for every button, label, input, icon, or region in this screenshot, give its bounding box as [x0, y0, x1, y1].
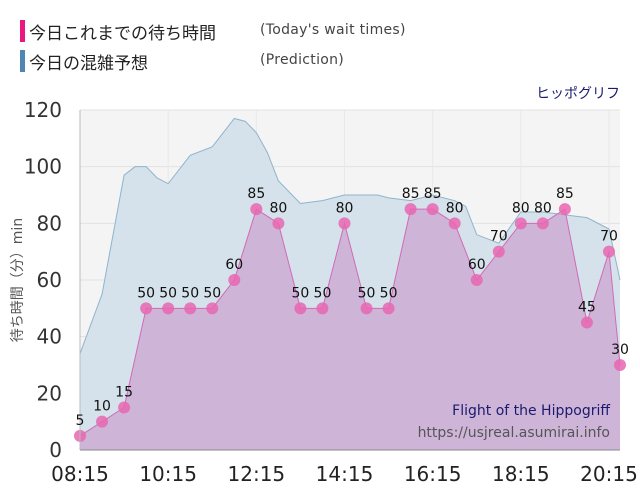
legend-item-prediction: 今日の混雑予想 (Prediction)	[8, 45, 448, 74]
data-label: 60	[468, 257, 486, 273]
data-point	[184, 302, 197, 315]
data-point	[602, 245, 615, 258]
data-label: 50	[181, 285, 199, 301]
actual-series	[74, 203, 626, 450]
y-tick-label: 100	[24, 155, 62, 179]
data-label: 50	[137, 285, 155, 301]
data-point	[614, 359, 626, 371]
data-point	[338, 217, 351, 230]
data-label: 85	[556, 186, 574, 202]
data-label: 15	[115, 385, 133, 401]
data-label: 45	[578, 300, 596, 316]
data-point	[580, 316, 593, 329]
data-label: 50	[358, 285, 376, 301]
y-tick-label: 20	[37, 381, 62, 405]
y-tick-label: 80	[37, 211, 62, 235]
data-label: 60	[225, 257, 243, 273]
data-label: 70	[490, 229, 508, 245]
data-label: 50	[291, 285, 309, 301]
prediction-line	[79, 117, 621, 354]
data-label: 80	[446, 200, 464, 216]
x-tick-label: 14:15	[316, 462, 374, 486]
data-label: 80	[336, 200, 354, 216]
x-tick-labels: 08:15 10:15 12:15 14:15 16:15 18:15 20:15	[51, 462, 638, 486]
legend-label-prediction: 今日の混雑予想	[29, 54, 148, 74]
x-tick-label: 20:15	[580, 462, 638, 486]
data-label: 80	[269, 200, 287, 216]
data-label: 50	[314, 285, 332, 301]
data-point	[294, 302, 307, 315]
data-point	[272, 217, 285, 230]
data-point	[162, 302, 175, 315]
legend-swatch-actual	[20, 20, 25, 42]
x-tick-label: 10:15	[139, 462, 197, 486]
data-point	[448, 217, 461, 230]
attraction-name-en: Flight of the Hippogriff	[452, 403, 610, 419]
data-label: 80	[534, 200, 552, 216]
x-tick-label: 18:15	[492, 462, 550, 486]
data-label: 80	[512, 200, 530, 216]
data-label: 85	[247, 186, 265, 202]
data-point	[96, 415, 109, 428]
data-point	[492, 245, 505, 258]
x-tick-label: 12:15	[228, 462, 286, 486]
x-tick-label: 08:15	[51, 462, 109, 486]
x-tick-label: 16:15	[404, 462, 462, 486]
data-point	[470, 274, 483, 286]
data-point	[250, 203, 263, 216]
data-label: 85	[424, 186, 442, 202]
data-label: 70	[600, 229, 618, 245]
data-label: 5	[76, 413, 85, 429]
y-tick-label: 0	[49, 438, 62, 462]
data-point	[140, 302, 153, 315]
y-tick-label: 120	[24, 98, 62, 122]
data-point	[382, 302, 395, 315]
data-point	[536, 217, 549, 230]
data-point	[118, 401, 131, 414]
data-point	[514, 217, 527, 230]
data-point	[316, 302, 329, 315]
chart-title: ヒッポグリフ	[536, 86, 620, 102]
legend-label-prediction-en: (Prediction)	[260, 52, 345, 68]
data-label: 10	[93, 399, 111, 415]
legend-label-actual: 今日これまでの待ち時間	[29, 24, 216, 44]
data-point	[404, 203, 417, 216]
data-point	[558, 203, 571, 216]
y-tick-label: 60	[37, 268, 62, 292]
data-point	[228, 274, 241, 286]
data-point	[206, 302, 219, 315]
legend-label-actual-en: (Today's wait times)	[260, 22, 406, 38]
data-label: 85	[402, 186, 420, 202]
y-tick-labels: 0 20 40 60 80 100 120	[24, 98, 62, 462]
data-label: 50	[380, 285, 398, 301]
data-point	[360, 302, 373, 315]
data-label: 50	[159, 285, 177, 301]
legend-item-actual: 今日これまでの待ち時間 (Today's wait times)	[8, 15, 448, 44]
data-label: 30	[611, 342, 629, 358]
source-url: https://usjreal.asumirai.info	[418, 425, 610, 441]
legend-swatch-prediction	[20, 50, 25, 72]
y-axis-label: 待ち時間（分）min	[10, 218, 26, 342]
y-tick-label: 40	[37, 325, 62, 349]
data-label: 50	[203, 285, 221, 301]
data-point	[426, 203, 439, 216]
